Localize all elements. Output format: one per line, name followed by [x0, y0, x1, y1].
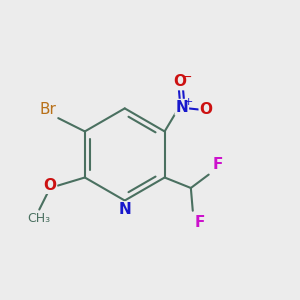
Text: O: O: [174, 74, 187, 89]
Text: N: N: [118, 202, 131, 217]
Text: F: F: [195, 214, 205, 230]
Text: +: +: [183, 98, 193, 107]
Text: F: F: [212, 157, 223, 172]
Text: Br: Br: [39, 102, 56, 117]
Text: O: O: [43, 178, 56, 193]
Text: N: N: [176, 100, 188, 115]
Text: CH₃: CH₃: [27, 212, 50, 225]
Text: −: −: [181, 71, 192, 84]
Text: O: O: [200, 102, 212, 117]
